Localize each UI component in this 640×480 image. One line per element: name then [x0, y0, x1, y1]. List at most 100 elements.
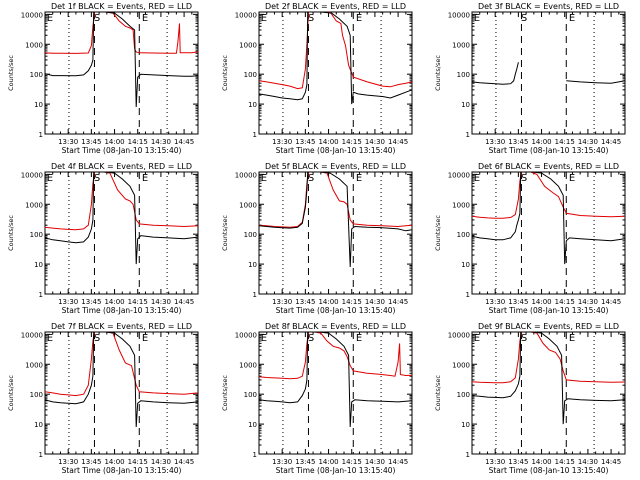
- event-marker: S: [521, 13, 527, 24]
- x-tick-label: 14:45: [388, 298, 408, 306]
- x-tick-label: 13:45: [295, 138, 315, 146]
- x-tick-label: 14:30: [151, 138, 171, 146]
- event-marker: E: [261, 13, 267, 24]
- x-tick-label: 14:15: [128, 298, 148, 306]
- series-line-events: [45, 172, 198, 265]
- x-tick-label: 14:30: [578, 458, 598, 466]
- x-tick-label: 14:30: [578, 298, 598, 306]
- x-tick-label: 13:45: [508, 138, 528, 146]
- y-tick-label: 1000: [452, 361, 470, 369]
- plot-frame: [44, 331, 199, 455]
- y-tick-label: 100: [457, 231, 470, 239]
- x-axis-label: Start Time (08-Jan-10 13:15:40): [276, 306, 396, 315]
- y-tick-label: 10000: [21, 331, 43, 339]
- panel-1: Det 1f BLACK = Events, RED = LLD 1 10 100 10…: [7, 2, 199, 155]
- series-line-events: [259, 12, 412, 105]
- x-tick-label: 14:15: [555, 298, 575, 306]
- y-tick-label: 10: [248, 421, 257, 429]
- x-tick-label: 14:15: [342, 138, 362, 146]
- series-line-lld: [472, 332, 625, 384]
- x-axis-label: Start Time (08-Jan-10 13:15:40): [62, 146, 182, 155]
- y-tick-label: 10: [34, 101, 43, 109]
- y-tick-label: 10: [34, 421, 43, 429]
- series-line-lld: [45, 172, 198, 231]
- x-tick-label: 13:30: [485, 298, 505, 306]
- y-tick-label: 100: [244, 391, 257, 399]
- x-tick-label: 14:30: [151, 458, 171, 466]
- y-tick-label: 1: [253, 131, 257, 139]
- plot-frame: [44, 171, 199, 295]
- y-tick-label: 1: [466, 451, 470, 459]
- event-marker: E: [47, 13, 53, 24]
- series-group: [259, 332, 412, 428]
- y-axis-label: Counts/sec: [7, 55, 15, 91]
- y-tick-label: 1000: [25, 201, 43, 209]
- x-tick-label: 14:15: [128, 138, 148, 146]
- panel-title: Det 6f BLACK = Events, RED = LLD: [478, 162, 619, 171]
- y-axis-label: Counts/sec: [221, 215, 229, 251]
- series-group: [259, 12, 412, 105]
- y-tick-label: 10: [461, 101, 470, 109]
- y-tick-label: 1000: [25, 41, 43, 49]
- event-marker: E: [474, 13, 480, 24]
- plot-frame: [471, 11, 626, 135]
- x-tick-label: 13:30: [58, 458, 78, 466]
- x-tick-label: 14:00: [531, 458, 551, 466]
- x-tick-label: 13:45: [81, 298, 101, 306]
- event-marker: S: [94, 173, 100, 184]
- plot-frame: [258, 331, 413, 455]
- y-tick-label: 10000: [235, 11, 257, 19]
- x-tick-label: 13:30: [272, 298, 292, 306]
- y-tick-label: 10: [34, 261, 43, 269]
- y-tick-label: 10: [461, 261, 470, 269]
- y-tick-label: 1: [39, 451, 43, 459]
- x-tick-label: 14:15: [555, 138, 575, 146]
- x-tick-label: 14:00: [318, 298, 338, 306]
- y-axis-label: Counts/sec: [434, 215, 442, 251]
- y-tick-label: 1: [39, 131, 43, 139]
- panel-4: Det 4f BLACK = Events, RED = LLD 1 10 100 10…: [7, 162, 199, 315]
- y-axis-label: Counts/sec: [221, 55, 229, 91]
- x-tick-label: 14:15: [555, 458, 575, 466]
- y-tick-label: 1000: [239, 201, 257, 209]
- x-tick-label: 14:45: [388, 138, 408, 146]
- series-group: [45, 12, 198, 108]
- x-tick-label: 14:30: [365, 138, 385, 146]
- plot-frame: [471, 171, 626, 295]
- y-tick-label: 10000: [448, 11, 470, 19]
- x-tick-label: 14:15: [342, 298, 362, 306]
- y-tick-label: 100: [244, 231, 257, 239]
- event-marker: E: [569, 13, 575, 24]
- panel-title: Det 3f BLACK = Events, RED = LLD: [478, 2, 619, 11]
- event-marker: E: [47, 173, 53, 184]
- series-group: [472, 62, 625, 85]
- x-tick-label: 13:30: [58, 138, 78, 146]
- y-tick-label: 1: [39, 291, 43, 299]
- series-group: [472, 332, 625, 425]
- event-marker: S: [94, 333, 100, 344]
- x-tick-label: 14:00: [104, 138, 124, 146]
- y-tick-label: 10: [461, 421, 470, 429]
- y-tick-label: 1000: [452, 201, 470, 209]
- x-axis-label: Start Time (08-Jan-10 13:15:40): [276, 146, 396, 155]
- series-line-events: [472, 172, 625, 265]
- y-tick-label: 100: [244, 71, 257, 79]
- x-tick-label: 14:30: [578, 138, 598, 146]
- x-tick-label: 14:45: [174, 458, 194, 466]
- x-tick-label: 14:45: [174, 138, 194, 146]
- event-marker: E: [569, 333, 575, 344]
- x-tick-label: 14:00: [318, 458, 338, 466]
- series-line-lld: [45, 12, 198, 54]
- series-line-events: [45, 332, 198, 428]
- event-marker: E: [569, 173, 575, 184]
- y-tick-label: 1000: [452, 41, 470, 49]
- y-tick-label: 1: [253, 291, 257, 299]
- x-tick-label: 14:00: [531, 138, 551, 146]
- event-marker: E: [474, 173, 480, 184]
- event-marker: E: [356, 13, 362, 24]
- series-line-events: [472, 332, 625, 425]
- event-marker: S: [308, 333, 314, 344]
- x-tick-label: 14:45: [601, 298, 621, 306]
- x-axis-label: Start Time (08-Jan-10 13:15:40): [62, 306, 182, 315]
